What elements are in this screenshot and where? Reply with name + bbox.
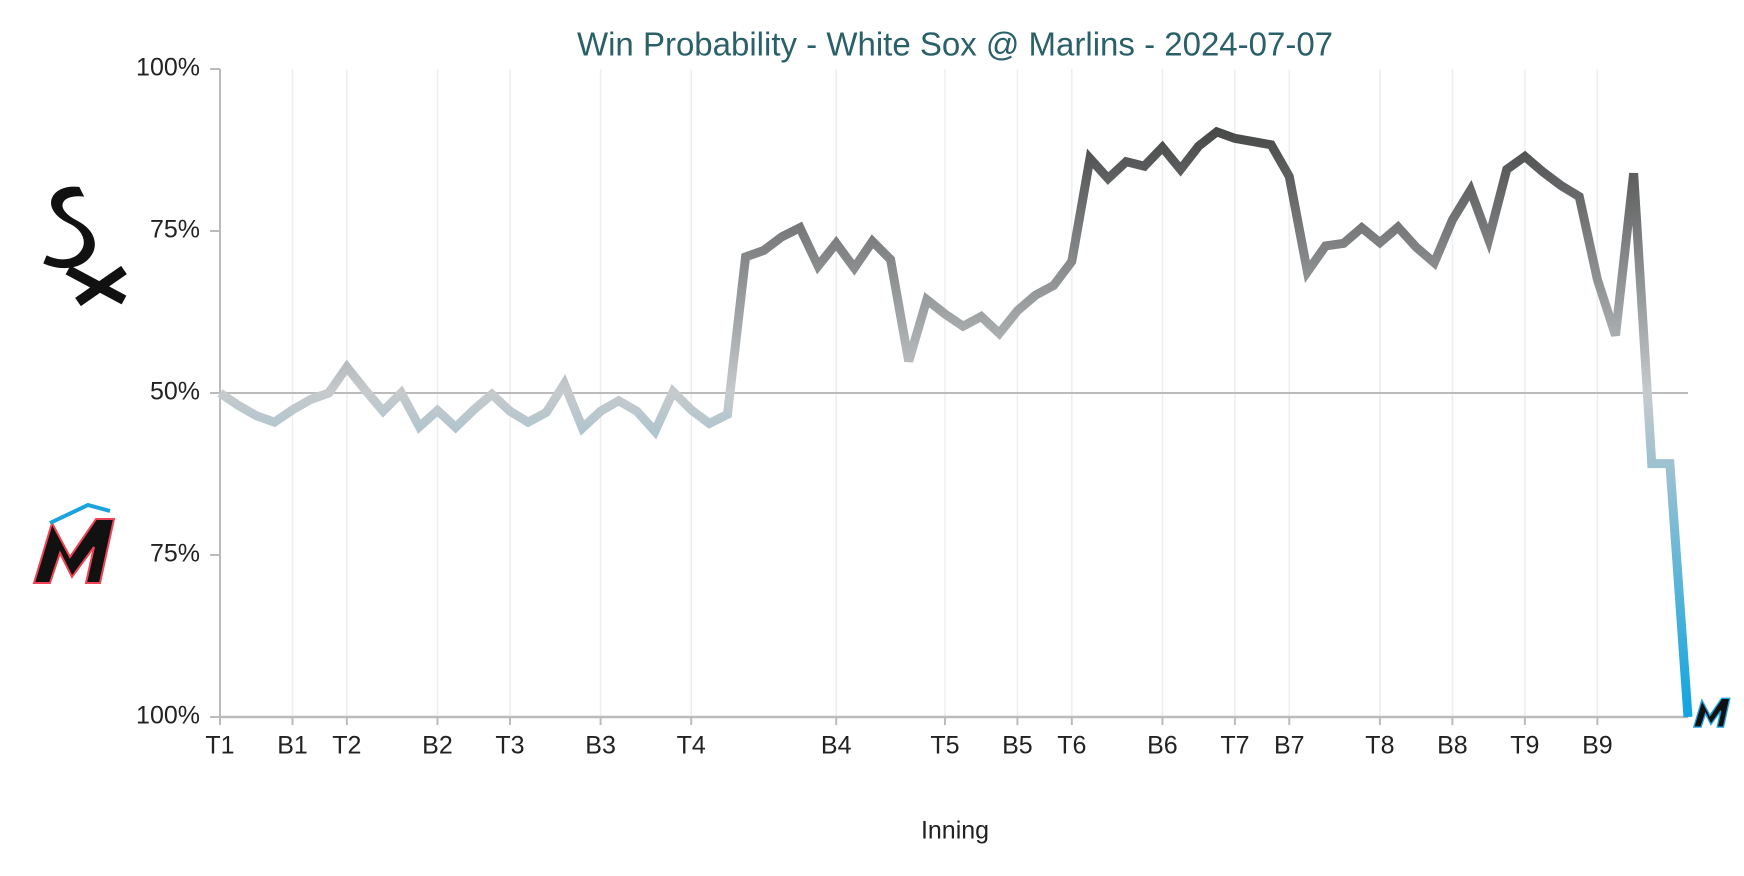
x-tick-label: B6 [1147, 732, 1178, 760]
x-tick-label: B9 [1582, 732, 1613, 760]
y-tick-label: 100% [136, 54, 200, 82]
x-tick-label: B8 [1437, 732, 1468, 760]
y-tick-label: 75% [150, 540, 200, 568]
x-axis-title: Inning [921, 817, 989, 845]
x-tick-label: B2 [422, 732, 453, 760]
x-tick-label: T1 [205, 732, 234, 760]
x-tick-label: T7 [1220, 732, 1249, 760]
x-tick-label: T6 [1057, 732, 1086, 760]
x-tick-label: B5 [1002, 732, 1033, 760]
x-tick-label: T4 [677, 732, 706, 760]
y-tick-label: 100% [136, 702, 200, 730]
chart-title: Win Probability - White Sox @ Marlins - … [577, 26, 1333, 63]
x-tick-label: T2 [332, 732, 361, 760]
y-tick-label: 50% [150, 378, 200, 406]
x-tick-label: B4 [821, 732, 852, 760]
win-probability-line [217, 126, 1693, 718]
x-tick-label: B3 [585, 732, 616, 760]
x-tick-label: T3 [495, 732, 524, 760]
y-tick-label: 75% [150, 216, 200, 244]
x-tick-label: T5 [930, 732, 959, 760]
x-tick-label: T9 [1510, 732, 1539, 760]
marlins-logo [32, 502, 116, 584]
marlins-end-logo [1692, 697, 1731, 728]
x-tick-label: T8 [1365, 732, 1394, 760]
white-sox-logo [40, 184, 127, 307]
x-tick-label: B7 [1274, 732, 1305, 760]
x-tick-label: B1 [277, 732, 308, 760]
